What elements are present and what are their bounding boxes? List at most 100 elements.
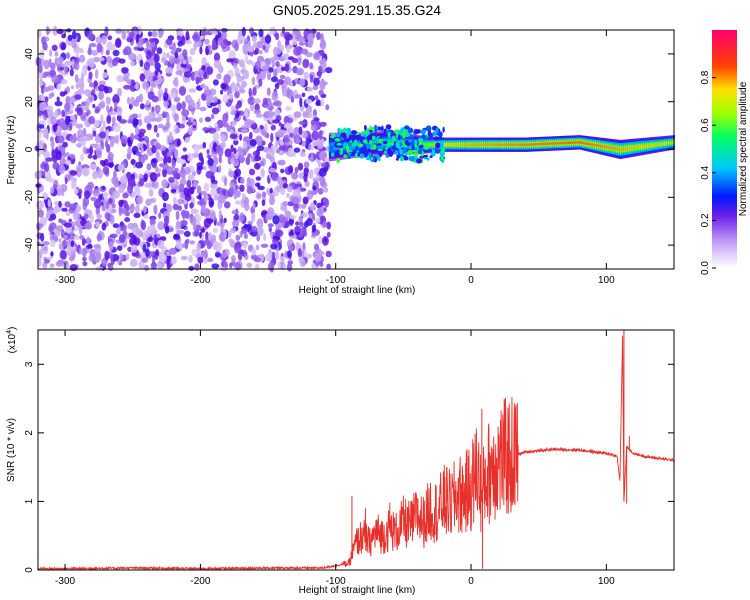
noise-blob — [183, 71, 192, 78]
noise-blob — [135, 161, 144, 169]
noise-blob — [89, 146, 93, 156]
noise-blob — [206, 149, 210, 155]
noise-blob — [277, 261, 282, 269]
noise-blob — [175, 210, 180, 221]
band-cell — [623, 147, 625, 151]
noise-blob — [236, 76, 243, 83]
noise-blob — [116, 75, 124, 83]
noise-blob — [310, 190, 318, 196]
band-cell — [387, 140, 389, 145]
noise-blob — [189, 240, 196, 245]
noise-blob — [184, 136, 191, 143]
noise-blob — [143, 61, 151, 71]
band-cell — [481, 143, 483, 146]
noise-blob — [205, 231, 209, 241]
noise-blob — [150, 117, 157, 122]
band-cell — [577, 141, 579, 144]
noise-blob — [131, 79, 135, 86]
noise-blob — [204, 116, 212, 123]
noise-blob — [180, 219, 188, 227]
band-cell — [612, 146, 614, 150]
noise-blob — [278, 145, 286, 151]
noise-blob — [285, 89, 294, 99]
band-cell — [457, 143, 459, 146]
noise-blob — [111, 43, 116, 51]
band-cell — [460, 143, 462, 146]
noise-blob — [183, 199, 188, 205]
noise-blob — [83, 213, 89, 220]
noise-blob — [274, 109, 281, 117]
noise-blob — [302, 227, 307, 237]
noise-blob — [191, 248, 198, 257]
noise-blob — [105, 104, 110, 112]
noise-blob — [120, 221, 124, 227]
noise-blob — [70, 240, 75, 248]
noise-blob — [282, 262, 286, 271]
noise-blob — [293, 147, 301, 153]
band-cell — [638, 145, 640, 149]
band-cell — [573, 141, 575, 144]
noise-blob — [163, 202, 167, 208]
noise-blob — [98, 102, 105, 108]
band-cell — [635, 145, 637, 149]
noise-blob — [153, 234, 158, 244]
noise-blob — [55, 151, 62, 161]
noise-blob — [212, 132, 220, 142]
noise-blob — [314, 253, 322, 263]
noise-blob — [247, 96, 256, 105]
noise-blob — [281, 26, 286, 35]
band-cell — [468, 143, 470, 146]
noise-blob — [89, 29, 93, 36]
noise-blob — [39, 223, 44, 228]
noise-blob — [307, 170, 314, 179]
noise-blob — [67, 34, 73, 41]
noise-blob — [134, 30, 138, 35]
noise-blob — [282, 183, 289, 189]
noise-blob — [213, 241, 219, 250]
noise-blob — [112, 49, 120, 57]
noise-blob — [313, 117, 320, 122]
noise-blob — [44, 96, 49, 103]
noise-blob — [220, 30, 227, 40]
noise-blob — [185, 30, 190, 41]
noise-blob — [213, 96, 219, 103]
noise-blob — [289, 132, 294, 138]
noise-blob — [296, 68, 304, 76]
noise-blob — [71, 180, 77, 190]
noise-blob — [287, 244, 294, 252]
noise-blob — [259, 125, 264, 130]
noise-blob — [206, 66, 214, 75]
noise-blob — [132, 118, 138, 128]
band-cell — [351, 143, 353, 148]
noise-blob — [315, 261, 320, 267]
band-cell — [561, 141, 563, 145]
noise-blob — [323, 207, 327, 212]
noise-blob — [193, 144, 200, 154]
band-cell — [474, 143, 476, 146]
noise-blob — [244, 202, 250, 212]
band-cell — [496, 143, 498, 146]
noise-blob — [88, 71, 93, 80]
band-cell — [572, 141, 574, 144]
band-cell — [433, 143, 435, 147]
noise-blob — [200, 84, 205, 89]
noise-blob — [171, 159, 176, 168]
noise-blob — [47, 209, 55, 214]
band-cell — [517, 143, 519, 146]
noise-blob — [211, 107, 220, 115]
noise-blob — [238, 88, 246, 94]
noise-blob — [119, 175, 128, 184]
noise-blob — [91, 88, 96, 95]
noise-blob — [48, 217, 54, 222]
band-cell — [557, 142, 559, 145]
band-cell — [596, 144, 598, 147]
band-cell — [464, 143, 466, 146]
noise-blob — [296, 138, 301, 144]
noise-blob — [242, 241, 248, 249]
band-cell — [511, 143, 513, 146]
band-cell — [606, 145, 608, 149]
band-cell — [528, 143, 530, 146]
band-cell — [532, 143, 534, 146]
noise-blob — [155, 249, 160, 257]
noise-blob — [216, 73, 222, 80]
